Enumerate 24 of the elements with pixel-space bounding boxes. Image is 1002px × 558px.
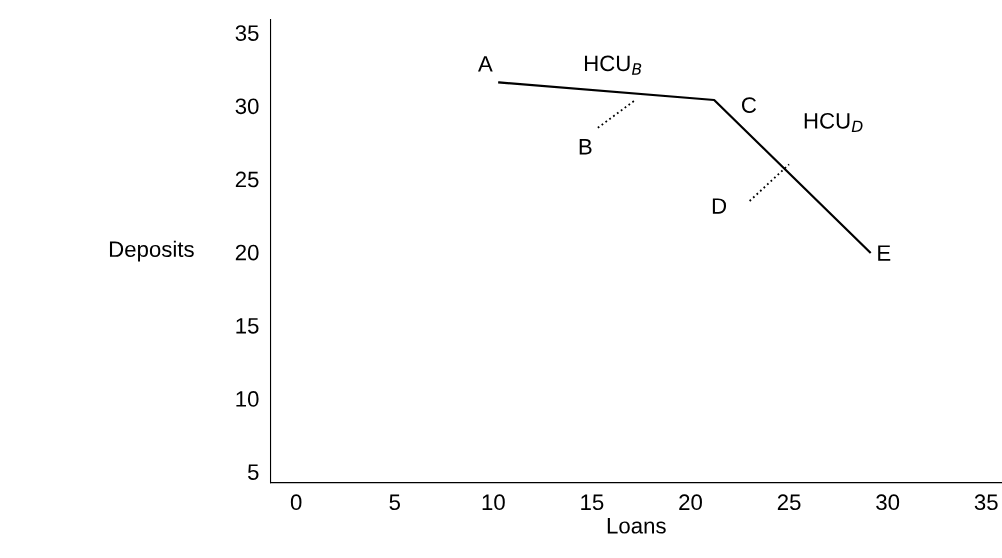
x-tick-label: 25 xyxy=(777,494,801,511)
annotation: A xyxy=(477,56,493,72)
x-tick-label: 20 xyxy=(679,494,702,511)
x-tick-label: 30 xyxy=(876,494,900,511)
annotation: E xyxy=(878,245,891,261)
y-tick-label: 20 xyxy=(235,244,259,261)
y-tick-label: 30 xyxy=(235,98,259,115)
annotation: HCU$_{B}$ xyxy=(585,55,642,75)
annotation: C xyxy=(741,97,757,113)
x-tick-label: 5 xyxy=(389,494,400,511)
x-tick-label: 0 xyxy=(290,494,302,511)
x-tick-label: 35 xyxy=(974,494,998,511)
x-axis-title: Loans xyxy=(607,518,666,534)
y-tick-label: 25 xyxy=(235,171,259,188)
y-tick-label: 15 xyxy=(236,318,259,334)
annotation: D xyxy=(712,198,727,214)
y-tick-label: 35 xyxy=(235,25,259,41)
x-tick-label: 15 xyxy=(581,494,604,511)
y-tick-label: 5 xyxy=(247,464,259,480)
y-axis-title: Deposits xyxy=(109,240,194,262)
x-tick-label: 10 xyxy=(482,494,505,511)
y-tick-label: 10 xyxy=(236,391,259,407)
annotation: B xyxy=(579,139,592,155)
annotation: HCU$_{D}$ xyxy=(804,112,863,133)
